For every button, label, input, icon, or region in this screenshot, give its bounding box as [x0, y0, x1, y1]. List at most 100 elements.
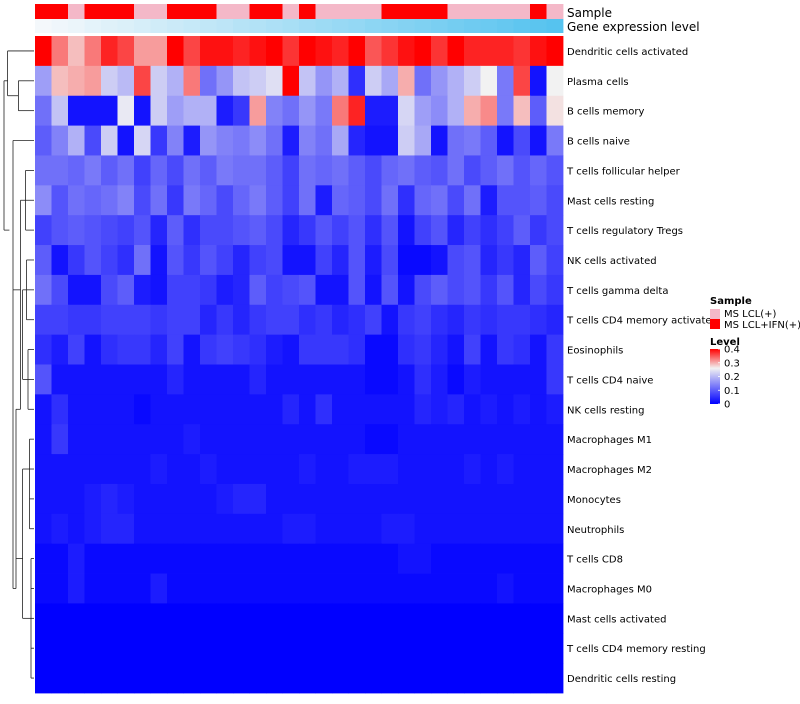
heatmap-cell: [447, 394, 465, 425]
gene-expression-annotation-cell: [249, 19, 267, 33]
heatmap-cell: [282, 185, 300, 216]
heatmap-cell: [497, 513, 514, 545]
heatmap-cell: [530, 215, 547, 246]
row-label: Macrophages M0: [567, 584, 652, 595]
heatmap-cell: [233, 663, 250, 694]
heatmap-cell: [183, 483, 201, 515]
heatmap-cell: [530, 65, 547, 97]
heatmap-cell: [35, 155, 52, 186]
heatmap-cell: [381, 65, 399, 97]
heatmap-cell: [365, 483, 382, 515]
heatmap-cell: [398, 633, 415, 664]
heatmap-cell: [365, 245, 382, 276]
heatmap-cell: [183, 334, 201, 365]
heatmap-cell: [51, 334, 69, 365]
heatmap-cell: [117, 633, 135, 664]
heatmap-cell: [167, 215, 184, 246]
heatmap-cell: [200, 424, 217, 455]
heatmap-cell: [200, 95, 217, 126]
heatmap-cell: [480, 334, 498, 365]
heatmap-cell: [414, 155, 432, 186]
heatmap-cell: [183, 603, 201, 634]
heatmap-cell: [464, 394, 481, 425]
heatmap-cell: [299, 424, 316, 455]
heatmap-cell: [101, 513, 118, 545]
heatmap-cell: [134, 245, 151, 276]
heatmap-cell: [101, 95, 118, 126]
heatmap-cell: [200, 36, 217, 67]
heatmap-cell: [431, 543, 448, 574]
heatmap-cell: [513, 394, 531, 425]
heatmap-cell: [480, 65, 498, 97]
heatmap-cell: [530, 513, 547, 545]
heatmap-cell: [348, 603, 366, 634]
heatmap-cell: [530, 483, 547, 515]
heatmap-cell: [315, 245, 333, 276]
heatmap-cell: [464, 513, 481, 545]
heatmap-cell: [216, 95, 234, 126]
heatmap-cell: [167, 185, 184, 216]
heatmap-cell: [200, 543, 217, 574]
gene-expression-annotation-cell: [315, 19, 333, 33]
gene-expression-annotation-cell: [431, 19, 448, 33]
heatmap-cell: [282, 215, 300, 246]
heatmap-cell: [101, 304, 118, 336]
heatmap-cell: [51, 573, 69, 604]
heatmap-cell: [315, 364, 333, 395]
heatmap-cell: [497, 603, 514, 634]
heatmap-cell: [546, 185, 564, 216]
heatmap-cell: [266, 483, 283, 515]
heatmap-cell: [546, 155, 564, 186]
heatmap-cell: [282, 155, 300, 186]
heatmap-cell: [216, 245, 234, 276]
heatmap-cell: [381, 274, 399, 306]
heatmap-cell: [513, 603, 531, 634]
heatmap-cell: [84, 364, 102, 395]
heatmap-cell: [480, 483, 498, 515]
heatmap-cell: [299, 394, 316, 425]
heatmap-cell: [167, 424, 184, 455]
heatmap-cell: [299, 334, 316, 365]
heatmap-cell: [348, 573, 366, 604]
heatmap-cell: [51, 603, 69, 634]
heatmap-cell: [381, 364, 399, 395]
heatmap-cell: [431, 603, 448, 634]
heatmap-cell: [117, 394, 135, 425]
sample-annotation-cell: [249, 4, 267, 19]
heatmap-cell: [233, 483, 250, 515]
heatmap-cell: [68, 274, 85, 306]
sample-annotation-cell: [167, 4, 184, 19]
heatmap-cell: [167, 603, 184, 634]
heatmap-cell: [233, 95, 250, 126]
heatmap-cell: [480, 454, 498, 485]
heatmap-cell: [216, 274, 234, 306]
heatmap-cell: [381, 245, 399, 276]
sample-annotation-cell: [51, 4, 69, 19]
row-label: T cells CD4 memory resting: [566, 644, 706, 655]
heatmap-cell: [414, 65, 432, 97]
heatmap-cell: [513, 245, 531, 276]
heatmap-cell: [381, 633, 399, 664]
row-label: NK cells activated: [567, 256, 657, 267]
heatmap-cell: [266, 633, 283, 664]
heatmap-cell: [117, 125, 135, 156]
heatmap-cell: [150, 125, 168, 156]
heatmap-cell: [431, 125, 448, 156]
heatmap-cell: [68, 603, 85, 634]
sample-annotation-cell: [365, 4, 382, 19]
heatmap-cell: [464, 424, 481, 455]
heatmap-cell: [546, 513, 564, 545]
heatmap-cell: [200, 603, 217, 634]
heatmap-cell: [332, 274, 349, 306]
heatmap-cell: [117, 304, 135, 336]
heatmap-cell: [431, 573, 448, 604]
heatmap-cell: [497, 274, 514, 306]
heatmap-cell: [447, 36, 465, 67]
row-label: T cells regulatory Tregs: [566, 226, 683, 237]
heatmap-cell: [332, 513, 349, 545]
row-dendrogram: [3, 50, 34, 679]
heatmap-cell: [464, 633, 481, 664]
heatmap-cell: [464, 573, 481, 604]
heatmap-cell: [167, 65, 184, 97]
